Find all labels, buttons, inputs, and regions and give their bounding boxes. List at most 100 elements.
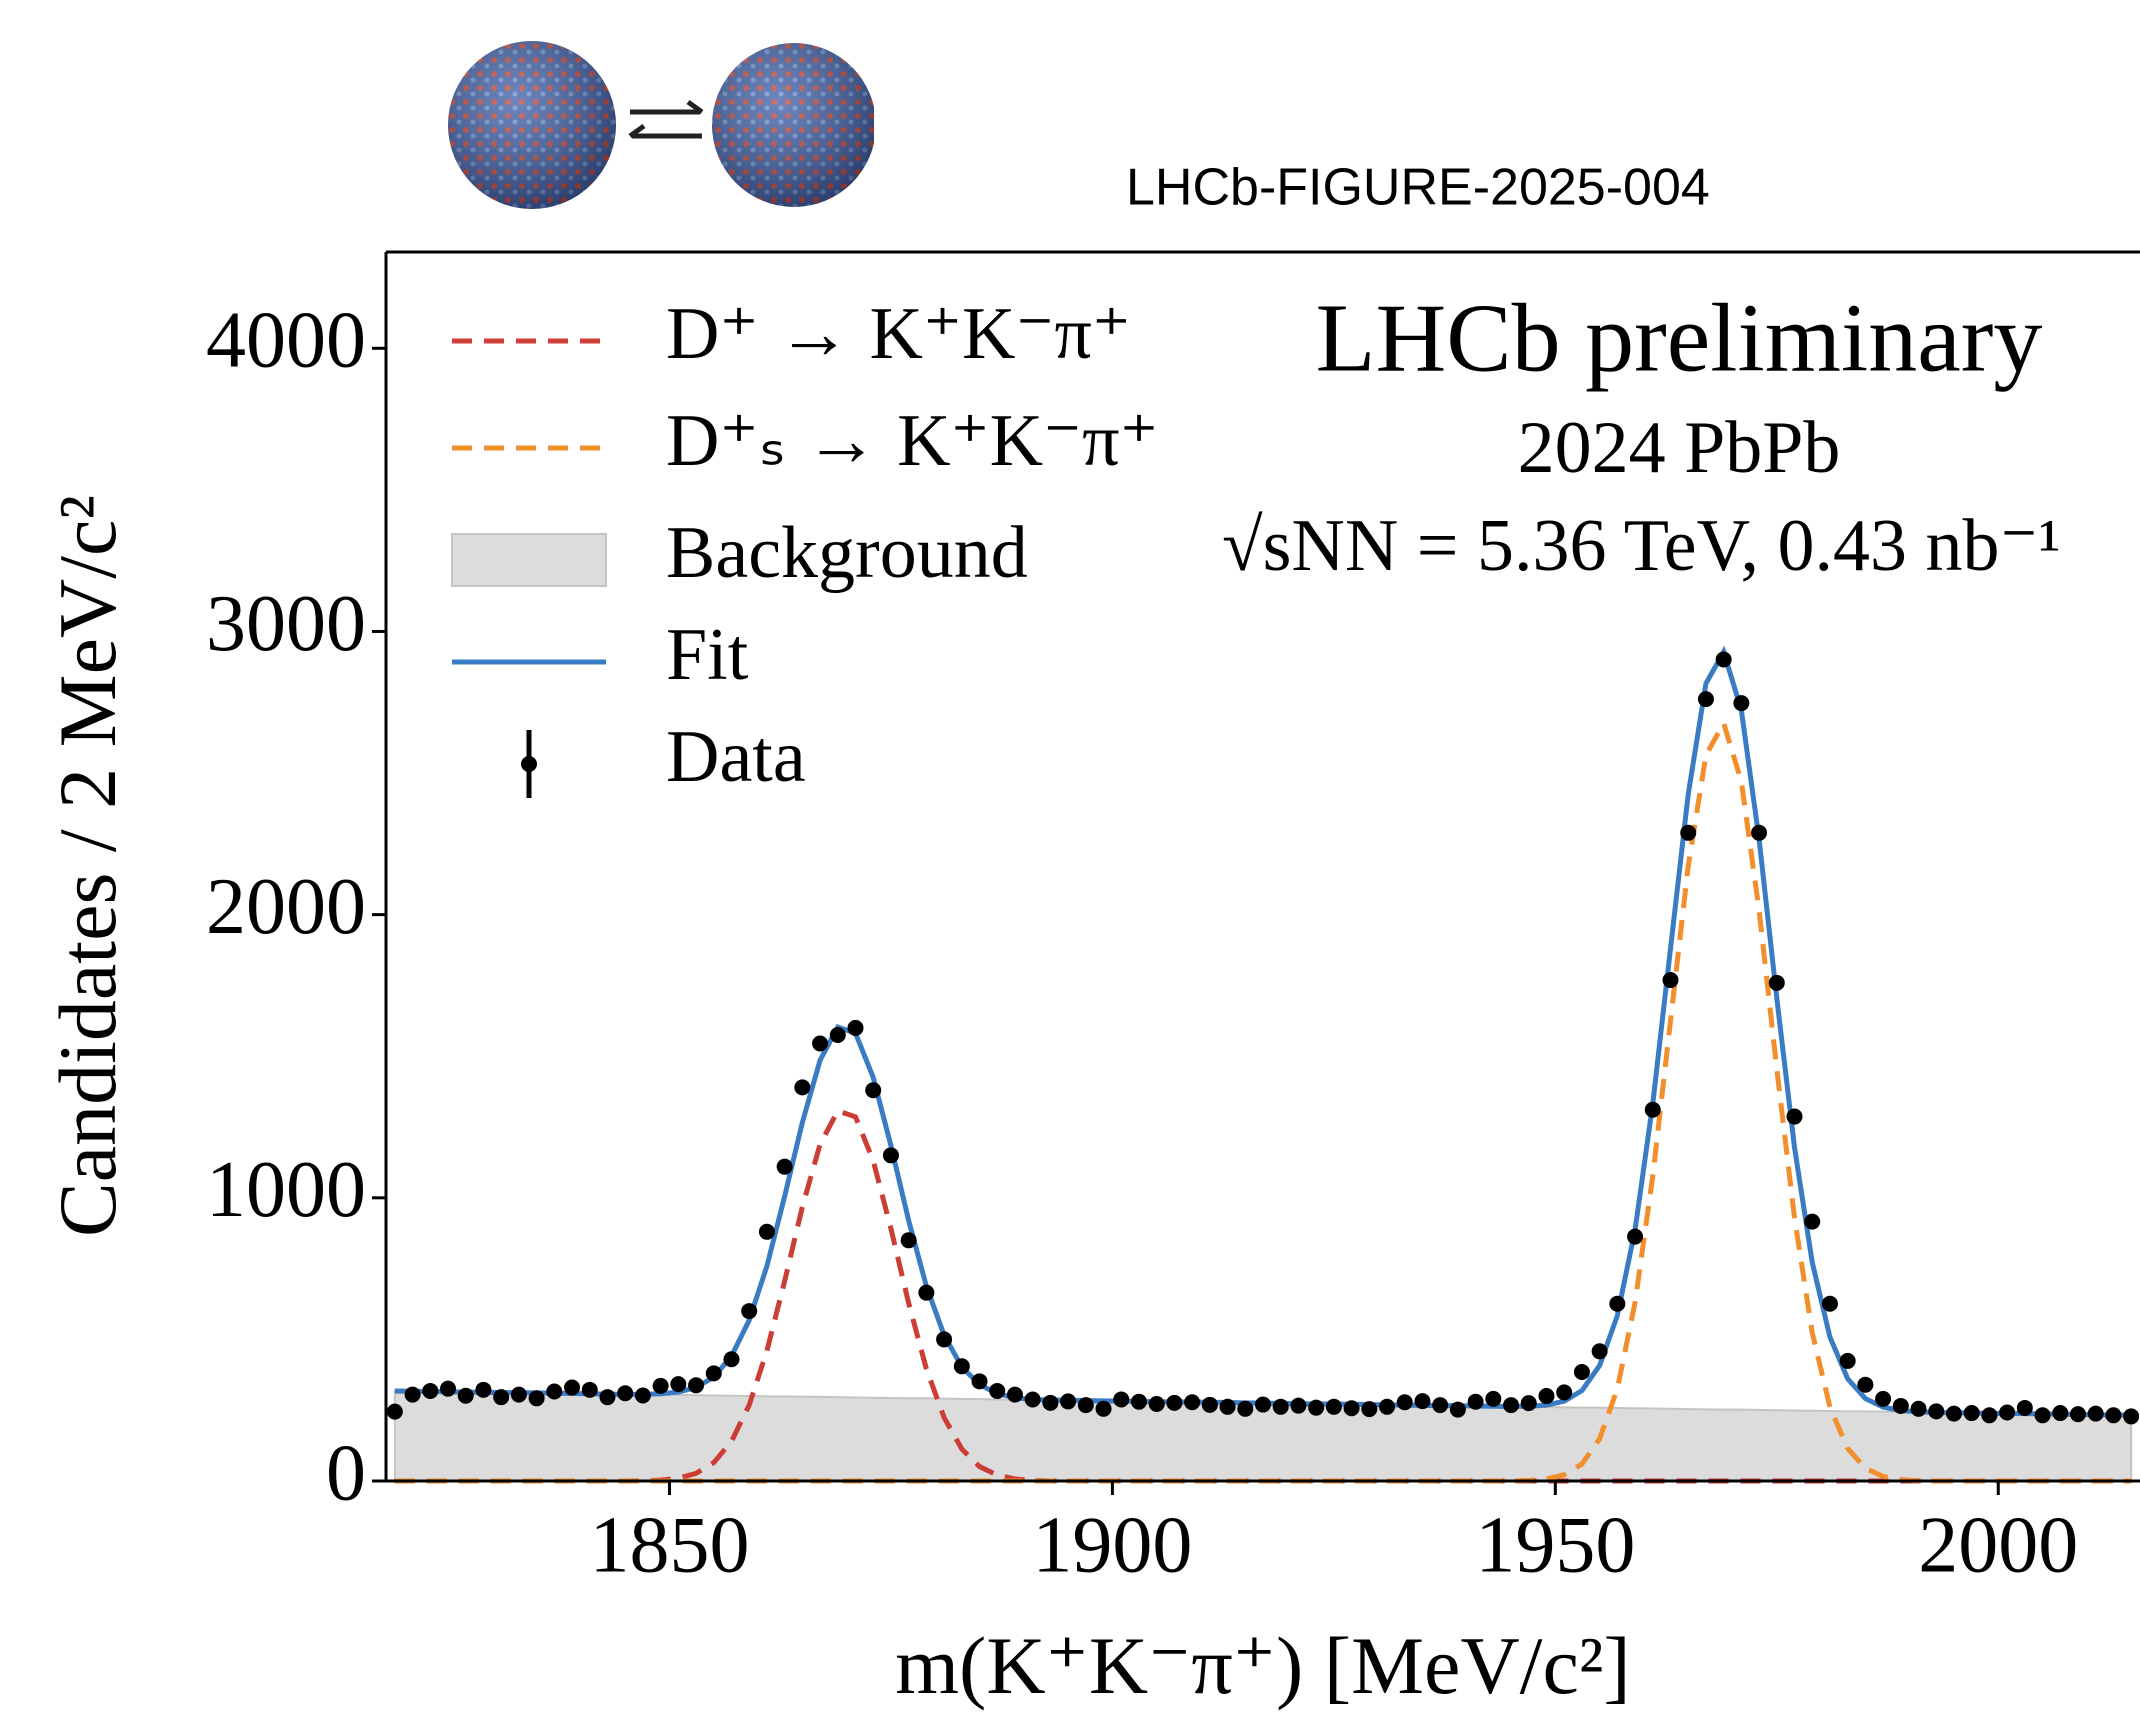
fit-curve — [394, 645, 2132, 1418]
data-point — [2087, 1405, 2104, 1422]
data-point — [1414, 1393, 1431, 1410]
data-point — [2105, 1407, 2122, 1424]
data-point — [1006, 1386, 1023, 1403]
data-point — [1325, 1398, 1342, 1415]
data-point — [829, 1026, 846, 1043]
data-point — [2016, 1399, 2033, 1416]
data-point — [1999, 1404, 2016, 1421]
legend-label: Data — [666, 716, 806, 798]
annotation: LHCb preliminary — [1316, 284, 2043, 392]
data-point — [1077, 1397, 1094, 1414]
data-point — [1060, 1393, 1077, 1410]
data-point — [776, 1158, 793, 1175]
data-point — [1768, 974, 1785, 991]
y-tick-label: 0 — [326, 1429, 366, 1517]
data-point — [723, 1351, 740, 1368]
data-point — [705, 1365, 722, 1382]
data-point — [1981, 1407, 1998, 1424]
data-point — [1733, 695, 1750, 712]
data-point — [581, 1381, 598, 1398]
x-tick-label: 2000 — [1918, 1501, 2078, 1589]
data-point — [670, 1376, 687, 1393]
data-point — [1308, 1399, 1325, 1416]
data-point — [1804, 1213, 1821, 1230]
data-point — [1538, 1388, 1555, 1405]
data-point — [918, 1284, 935, 1301]
legend-label: Fit — [666, 614, 749, 696]
data-point — [546, 1383, 563, 1400]
y-axis-label: Candidates / 2 MeV/c² — [42, 495, 133, 1237]
data-point — [510, 1386, 527, 1403]
data-point — [1591, 1343, 1608, 1360]
data-point — [599, 1389, 616, 1406]
legend-label: D⁺ₛ → K⁺K⁻π⁺ — [666, 400, 1159, 482]
data-point — [794, 1079, 811, 1096]
y-tick-label: 3000 — [206, 580, 366, 668]
data-point — [457, 1387, 474, 1404]
data-point — [1556, 1384, 1573, 1401]
data-point — [1095, 1400, 1112, 1417]
data-point — [652, 1377, 669, 1394]
component-curve — [394, 716, 2132, 1484]
data-point — [2034, 1407, 2051, 1424]
data-point — [1485, 1390, 1502, 1407]
data-point — [1290, 1397, 1307, 1414]
data-point — [422, 1382, 439, 1399]
data-point — [758, 1223, 775, 1240]
data-point — [1875, 1390, 1892, 1407]
data-point — [1113, 1391, 1130, 1408]
data-point — [1680, 824, 1697, 841]
data-point — [1910, 1400, 1927, 1417]
data-point — [1272, 1398, 1289, 1415]
data-point — [1467, 1393, 1484, 1410]
data-point — [1928, 1403, 1945, 1420]
data-point — [812, 1035, 829, 1052]
data-point — [865, 1082, 882, 1099]
data-point — [1166, 1394, 1183, 1411]
data-point — [900, 1232, 917, 1249]
data-point — [741, 1303, 758, 1320]
data-point — [1042, 1394, 1059, 1411]
data-point — [1255, 1396, 1271, 1413]
data-point — [1201, 1396, 1218, 1413]
data-point — [2123, 1408, 2140, 1425]
data-point — [936, 1331, 953, 1348]
data-point — [1148, 1395, 1165, 1412]
logo — [448, 41, 874, 209]
data-point — [971, 1373, 988, 1390]
data-point — [1644, 1101, 1661, 1118]
data-point — [528, 1390, 545, 1407]
data-point — [404, 1386, 421, 1403]
data-point — [1963, 1405, 1980, 1422]
data-point — [1237, 1400, 1254, 1417]
data-point — [386, 1403, 403, 1420]
data-point — [2069, 1406, 2086, 1423]
data-point — [1361, 1401, 1378, 1418]
y-tick-label: 4000 — [206, 297, 366, 385]
x-tick-label: 1900 — [1032, 1501, 1192, 1589]
data-point — [1715, 651, 1732, 668]
annotation: √sNN = 5.36 TeV, 0.43 nb⁻¹ — [1222, 505, 2061, 587]
data-point — [1821, 1295, 1838, 1312]
data-point — [2052, 1405, 2069, 1422]
legend-swatch — [521, 756, 537, 772]
data-point — [1662, 972, 1679, 989]
data-point — [1503, 1397, 1520, 1414]
data-point — [1573, 1363, 1590, 1380]
data-point — [1945, 1405, 1962, 1422]
x-axis-label: m(K⁺K⁻π⁺) [MeV/c²] — [895, 1620, 1630, 1711]
data-point — [688, 1377, 705, 1394]
x-tick-label: 1950 — [1475, 1501, 1635, 1589]
legend-swatch — [451, 533, 607, 587]
data-point — [1892, 1397, 1909, 1414]
data-point — [1379, 1398, 1396, 1415]
data-point — [1697, 691, 1714, 708]
data-point — [989, 1382, 1006, 1399]
data-point — [617, 1385, 634, 1402]
data-point — [1396, 1394, 1413, 1411]
plot-area — [386, 645, 2140, 1484]
data-point — [564, 1379, 581, 1396]
data-point — [1786, 1108, 1803, 1125]
data-point — [1343, 1400, 1360, 1417]
